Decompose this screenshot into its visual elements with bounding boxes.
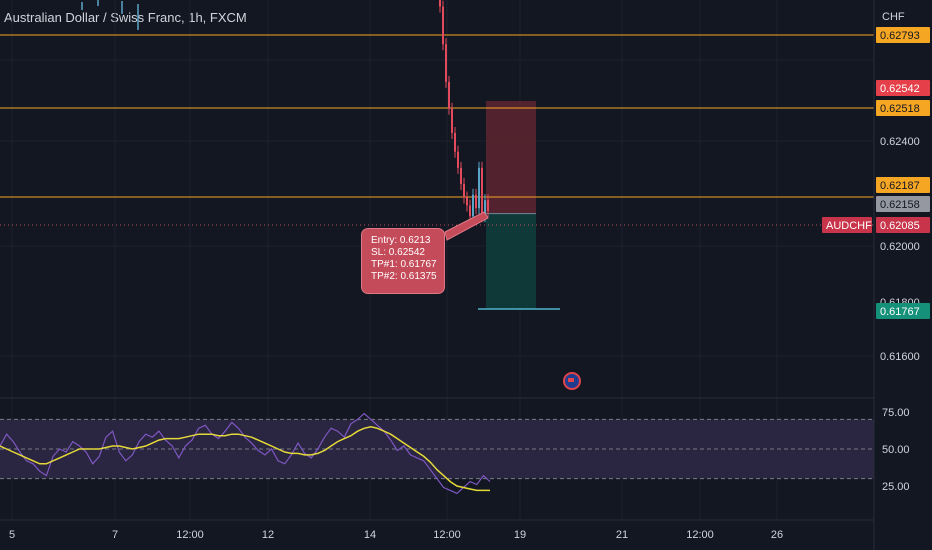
- time-tick-label: 7: [112, 529, 118, 541]
- price-tick-label: 0.61600: [880, 351, 920, 363]
- candle-body: [463, 184, 465, 198]
- level-badge-current: 0.62158: [880, 199, 920, 211]
- candle-body: [454, 132, 456, 152]
- australia-flag-icon[interactable]: [563, 372, 581, 390]
- candle-body: [487, 200, 489, 211]
- level-badge-stop-loss: 0.62542: [880, 83, 920, 95]
- rsi-tick-label: 50.00: [882, 444, 910, 456]
- candle-body: [442, 6, 444, 45]
- time-tick-label: 19: [514, 529, 526, 541]
- candle-body: [484, 200, 486, 217]
- candle-body: [457, 151, 459, 168]
- candle-body: [460, 167, 462, 184]
- candle-body: [466, 197, 468, 206]
- level-badge-resistance-2-bg: [876, 100, 930, 116]
- stop-loss-zone: [486, 101, 536, 214]
- time-tick-label: 12:00: [686, 529, 714, 541]
- currency-label: CHF: [882, 11, 905, 23]
- entry-label: Entry: 0.6213: [371, 235, 431, 246]
- candle-body: [475, 194, 477, 209]
- candle-body: [439, 0, 441, 7]
- rsi-tick-label: 25.00: [882, 481, 910, 493]
- time-tick-label: 12:00: [176, 529, 204, 541]
- level-badge-resistance-1: 0.62793: [880, 30, 920, 42]
- rsi-tick-label: 75.00: [882, 407, 910, 419]
- symbol-badge: AUDCHF: [826, 220, 872, 232]
- candle-body: [448, 81, 450, 109]
- time-tick-label: 5: [9, 529, 15, 541]
- tp2-label: TP#2: 0.61375: [371, 271, 437, 282]
- level-badge-current-bg: [876, 196, 930, 212]
- level-badge-last-price-bg: [876, 217, 930, 233]
- time-tick-label: 21: [616, 529, 628, 541]
- trade-note: Entry: 0.6213 SL: 0.62542 TP#1: 0.61767 …: [361, 228, 445, 294]
- price-tick-label: 0.62400: [880, 136, 920, 148]
- price-tick-label: 0.62000: [880, 241, 920, 253]
- level-badge-stop-loss-bg: [876, 80, 930, 96]
- candle-body: [472, 194, 474, 217]
- candle-body: [469, 205, 471, 217]
- candle-body: [478, 167, 480, 209]
- time-tick-label: 14: [364, 529, 376, 541]
- rsi-line: [0, 412, 491, 495]
- time-tick-label: 12:00: [433, 529, 461, 541]
- candle-body: [445, 44, 447, 82]
- time-tick-label: 12: [262, 529, 274, 541]
- level-badge-resistance-1-bg: [876, 27, 930, 43]
- tp1-label: TP#1: 0.61767: [371, 259, 437, 270]
- trade-note-pointer: [444, 211, 489, 241]
- level-badge-last-price: 0.62085: [880, 220, 920, 232]
- level-badge-take-profit: 0.61767: [880, 306, 920, 318]
- candle-body: [451, 108, 453, 133]
- level-badge-resistance-2: 0.62518: [880, 103, 920, 115]
- level-badge-take-profit-bg: [876, 303, 930, 319]
- target-zone: [486, 213, 536, 309]
- candle-body: [481, 167, 483, 217]
- time-tick-label: 26: [771, 529, 783, 541]
- sl-label: SL: 0.62542: [371, 247, 425, 258]
- chart-title: Australian Dollar / Swiss Franc, 1h, FXC…: [4, 10, 247, 25]
- level-badge-support: 0.62187: [880, 180, 920, 192]
- level-badge-support-bg: [876, 177, 930, 193]
- symbol-badge-bg: [822, 217, 872, 233]
- rsi-ma-line: [0, 426, 490, 492]
